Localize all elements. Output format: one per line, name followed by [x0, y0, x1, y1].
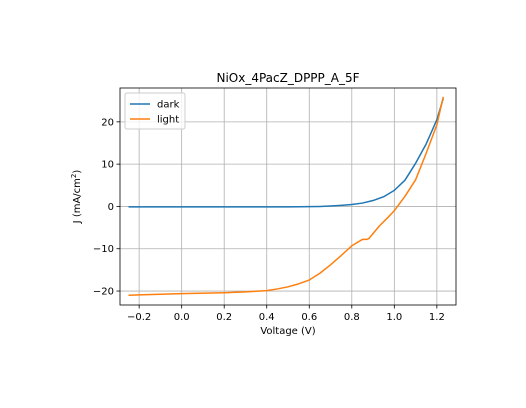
x-tick-label: 0.8 — [344, 312, 360, 323]
y-tick-label: 0 — [108, 202, 114, 213]
y-tick-label: 10 — [101, 160, 114, 171]
series-line-dark — [128, 98, 444, 208]
legend: dark light — [124, 92, 186, 130]
plot-area: −0.2 0.0 0.2 0.4 0.6 0.8 1.0 1.2 −20 −10 0 10 20 — [93, 87, 457, 323]
x-tick-label: 0.2 — [216, 312, 232, 323]
chart-title: NiOx_4PacZ_DPPP_A_5F — [216, 71, 359, 85]
legend-label-dark: dark — [157, 100, 180, 111]
series-line-light — [128, 96, 444, 297]
series-layer — [128, 96, 444, 297]
x-tick-label: −0.2 — [127, 312, 151, 323]
y-tick-label: −20 — [93, 287, 114, 298]
y-axis-label-main: J (mA/cm — [72, 178, 83, 224]
y-axis-label: J (mA/cm2) — [70, 170, 83, 225]
x-tick-label: 0.6 — [301, 312, 317, 323]
x-tick-label: 1.0 — [386, 312, 402, 323]
x-tick-label: 0.4 — [259, 312, 275, 323]
ticks: −0.2 0.0 0.2 0.4 0.6 0.8 1.0 1.2 −20 −10 0 10 20 — [93, 117, 445, 323]
x-tick-label: 0.0 — [174, 312, 190, 323]
y-tick-label: −10 — [93, 244, 114, 255]
x-axis-label: Voltage (V) — [260, 326, 315, 337]
legend-box — [124, 92, 186, 130]
y-tick-label: 20 — [101, 117, 114, 128]
y-axis-label-superscript: 2 — [70, 174, 78, 178]
x-tick-label: 1.2 — [429, 312, 445, 323]
axes-frame — [119, 87, 457, 306]
legend-label-light: light — [157, 115, 179, 126]
y-axis-label-close: ) — [72, 170, 83, 174]
